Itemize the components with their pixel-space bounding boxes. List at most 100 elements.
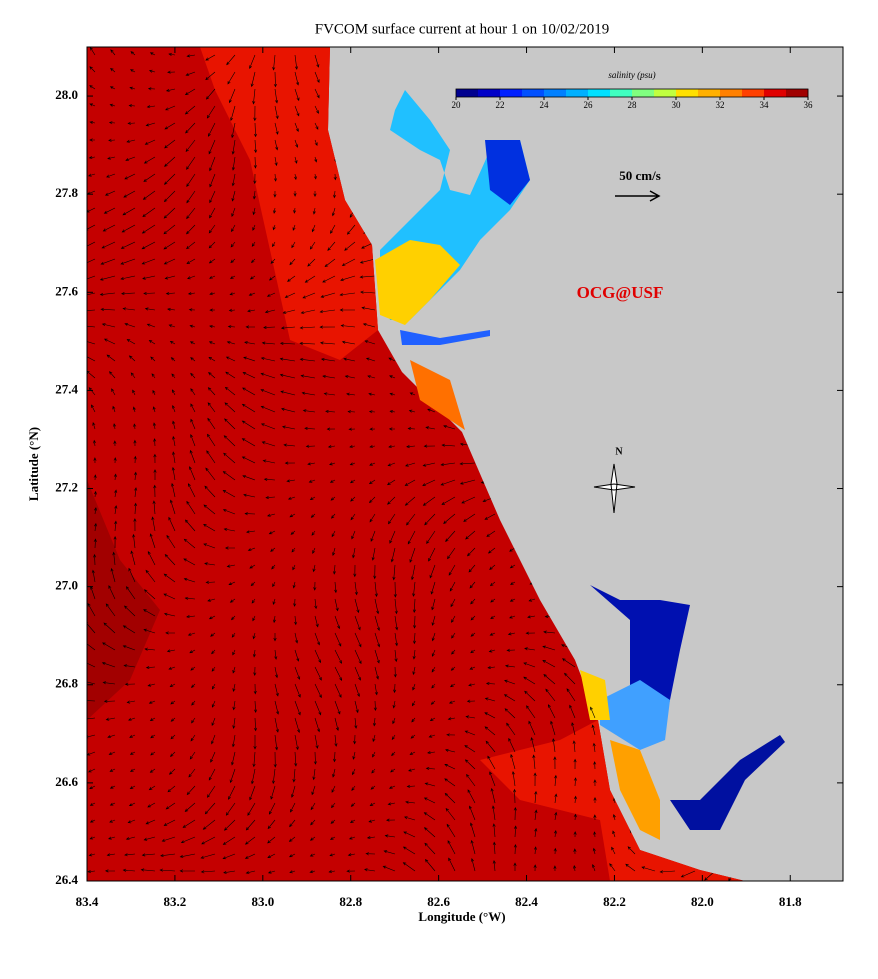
current-arrow bbox=[288, 836, 296, 842]
deep-water bbox=[87, 480, 160, 720]
current-arrow bbox=[424, 842, 436, 855]
current-arrow bbox=[223, 527, 236, 532]
current-arrow bbox=[330, 224, 336, 234]
current-arrow bbox=[225, 356, 236, 362]
current-arrow bbox=[444, 792, 456, 804]
current-arrow bbox=[109, 86, 116, 90]
current-arrow bbox=[527, 615, 536, 619]
current-arrow bbox=[272, 241, 276, 248]
current-arrow bbox=[222, 836, 236, 845]
current-arrow bbox=[247, 802, 256, 816]
current-arrow bbox=[164, 122, 176, 130]
current-arrow bbox=[302, 292, 316, 299]
current-arrow bbox=[383, 850, 396, 855]
current-arrow bbox=[389, 410, 396, 414]
current-arrow bbox=[314, 666, 322, 681]
current-arrow bbox=[108, 138, 116, 142]
current-arrow bbox=[207, 433, 216, 447]
current-arrow bbox=[347, 853, 356, 857]
current-arrow bbox=[89, 138, 95, 142]
current-arrow bbox=[88, 173, 96, 177]
current-arrow bbox=[225, 371, 236, 379]
current-arrow bbox=[354, 615, 361, 631]
current-arrow bbox=[509, 598, 516, 602]
current-arrow bbox=[593, 779, 597, 787]
colorbar-tick-label: 30 bbox=[672, 100, 682, 110]
current-arrow bbox=[208, 224, 216, 234]
current-arrow bbox=[333, 190, 337, 199]
current-arrow bbox=[274, 139, 279, 151]
current-arrow bbox=[207, 785, 216, 798]
current-arrow bbox=[373, 564, 377, 580]
current-arrow bbox=[508, 737, 516, 753]
current-arrow bbox=[128, 567, 136, 583]
current-arrow bbox=[252, 88, 256, 105]
current-arrow bbox=[143, 291, 156, 295]
current-arrow bbox=[470, 649, 476, 654]
current-arrow bbox=[553, 847, 557, 855]
current-arrow bbox=[254, 139, 258, 154]
current-arrow bbox=[339, 308, 355, 312]
current-arrow bbox=[484, 697, 496, 702]
current-arrow bbox=[352, 768, 356, 776]
current-arrow bbox=[504, 708, 516, 719]
current-arrow bbox=[142, 207, 156, 218]
current-arrow bbox=[463, 513, 476, 522]
current-arrow bbox=[394, 615, 399, 631]
current-arrow bbox=[165, 105, 176, 111]
current-arrow bbox=[129, 69, 136, 73]
current-arrow bbox=[147, 683, 156, 687]
current-arrow bbox=[89, 66, 96, 73]
current-arrow bbox=[272, 54, 276, 71]
current-arrow bbox=[412, 598, 416, 613]
current-arrow bbox=[262, 459, 276, 464]
current-arrow bbox=[451, 632, 456, 639]
current-arrow bbox=[309, 853, 316, 857]
current-arrow bbox=[319, 341, 336, 345]
current-arrow bbox=[294, 666, 301, 680]
current-arrow bbox=[330, 496, 336, 501]
current-arrow bbox=[133, 439, 137, 447]
current-arrow bbox=[109, 802, 116, 806]
current-arrow bbox=[388, 357, 396, 362]
current-arrow bbox=[247, 309, 256, 313]
scale-arrow bbox=[615, 190, 661, 202]
current-arrow bbox=[87, 339, 96, 345]
current-arrow bbox=[149, 717, 156, 721]
current-arrow bbox=[374, 581, 378, 598]
current-arrow bbox=[130, 372, 136, 379]
current-arrow bbox=[528, 598, 536, 602]
current-arrow bbox=[209, 308, 216, 312]
current-arrow bbox=[211, 649, 216, 655]
current-arrow bbox=[334, 734, 338, 747]
current-arrow bbox=[388, 427, 396, 431]
current-arrow bbox=[170, 734, 176, 740]
current-arrow bbox=[445, 530, 456, 543]
current-arrow bbox=[187, 632, 196, 636]
current-arrow bbox=[103, 699, 116, 703]
current-arrow bbox=[373, 700, 377, 711]
current-arrow bbox=[207, 402, 216, 413]
current-arrow bbox=[464, 759, 476, 770]
current-arrow bbox=[203, 504, 216, 515]
current-arrow bbox=[231, 122, 236, 139]
current-arrow bbox=[133, 518, 137, 532]
current-arrow bbox=[428, 734, 436, 738]
current-arrow bbox=[534, 827, 538, 838]
current-arrow bbox=[309, 836, 316, 841]
current-arrow bbox=[388, 445, 396, 449]
current-arrow bbox=[191, 700, 196, 706]
current-arrow bbox=[372, 751, 376, 758]
current-arrow bbox=[147, 550, 156, 566]
current-arrow bbox=[245, 819, 256, 831]
current-arrow bbox=[87, 324, 96, 328]
current-arrow bbox=[148, 69, 156, 73]
colorbar-swatch bbox=[544, 89, 567, 97]
current-arrow bbox=[299, 357, 316, 362]
current-arrow bbox=[284, 292, 296, 298]
current-arrow bbox=[124, 682, 136, 686]
current-arrow bbox=[265, 495, 276, 500]
current-arrow bbox=[124, 173, 136, 180]
current-arrow bbox=[274, 734, 279, 751]
current-arrow bbox=[164, 173, 176, 185]
